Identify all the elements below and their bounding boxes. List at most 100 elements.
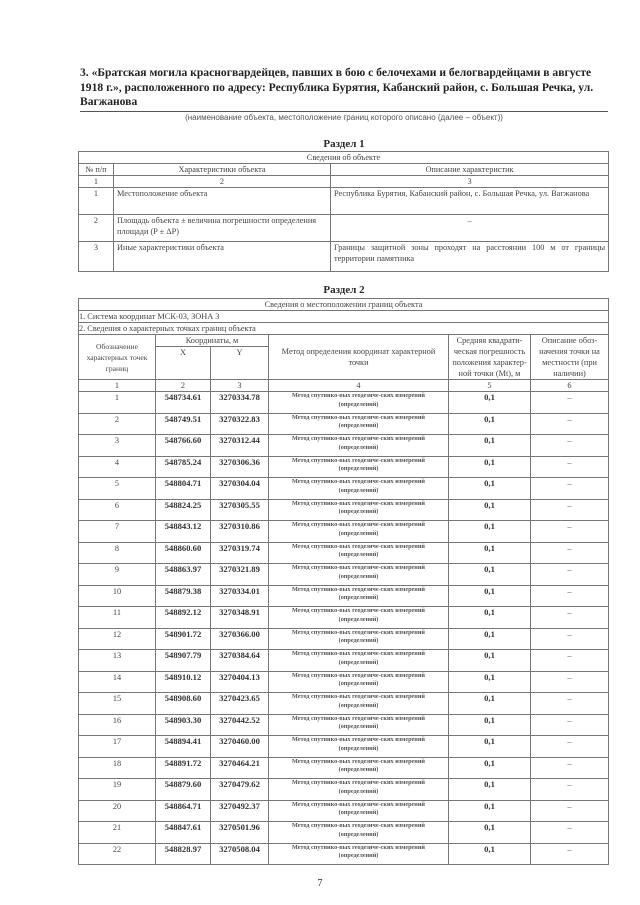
y-coordinate: 3270442.52 [210, 713, 269, 736]
x-coordinate: 548766.60 [155, 434, 211, 457]
col-number: 5 [448, 379, 531, 392]
method: Метод спутнико-вых геодезиче-ских измере… [268, 778, 449, 801]
point-number: 18 [78, 756, 156, 779]
header-cell: № п/п [78, 163, 114, 176]
point-number: 14 [78, 670, 156, 693]
error-value: 0,1 [448, 842, 531, 865]
point-description: – [530, 670, 609, 693]
point-description: – [530, 563, 609, 586]
table-row: 12 548901.72 3270366.00 Метод спутнико-вых … [78, 627, 609, 650]
y-coordinate: 3270492.37 [210, 799, 269, 822]
boundary-points-table: Сведения о местоположении границ объекта… [78, 298, 609, 865]
point-number: 16 [78, 713, 156, 736]
point-number: 4 [78, 455, 156, 478]
method: Метод спутнико-вых геодезиче-ских измере… [268, 477, 449, 500]
method: Метод спутнико-вых геодезиче-ских измере… [268, 670, 449, 693]
y-coordinate: 3270312.44 [210, 434, 269, 457]
point-number: 12 [78, 627, 156, 650]
method: Метод спутнико-вых геодезиче-ских измере… [268, 627, 449, 650]
header-cell: X [155, 346, 211, 380]
x-coordinate: 548860.60 [155, 541, 211, 564]
table-row: 11 548892.12 3270348.91 Метод спутнико-вых … [78, 606, 609, 629]
x-coordinate: 548903.30 [155, 713, 211, 736]
characteristic-desc: Границы защитной зоны проходят на рассто… [329, 241, 610, 272]
x-coordinate: 548847.61 [155, 821, 211, 844]
header-cell: Описание характеристик [329, 163, 610, 176]
table-row: 21 548847.61 3270501.96 Метод спутнико-вых … [78, 821, 609, 844]
error-value: 0,1 [448, 799, 531, 822]
method: Метод спутнико-вых геодезиче-ских измере… [268, 692, 449, 715]
point-number: 3 [78, 434, 156, 457]
y-coordinate: 3270334.01 [210, 584, 269, 607]
x-coordinate: 548892.12 [155, 606, 211, 629]
y-coordinate: 3270305.55 [210, 498, 269, 521]
table-row: 3 548766.60 3270312.44 Метод спутнико-вых г… [78, 434, 609, 457]
method: Метод спутнико-вых геодезиче-ских измере… [268, 799, 449, 822]
method: Метод спутнико-вых геодезиче-ских измере… [268, 412, 449, 435]
point-description: – [530, 520, 609, 543]
error-value: 0,1 [448, 735, 531, 758]
characteristic-name: Площадь объекта ± величина погрешности о… [113, 214, 331, 242]
table-title: Сведения об объекте [77, 151, 610, 164]
method: Метод спутнико-вых геодезиче-ских измере… [268, 541, 449, 564]
col-number: 4 [268, 379, 449, 392]
table-row: 13 548907.79 3270384.64 Метод спутнико-вых … [78, 649, 609, 672]
table-row: 18 548891.72 3270464.21 Метод спутнико-вых … [78, 756, 609, 779]
method: Метод спутнико-вых геодезиче-ских измере… [268, 756, 449, 779]
y-coordinate: 3270464.21 [210, 756, 269, 779]
error-value: 0,1 [448, 778, 531, 801]
point-description: – [530, 541, 609, 564]
col-number: 6 [530, 379, 609, 392]
x-coordinate: 548879.38 [155, 584, 211, 607]
point-description: – [530, 821, 609, 844]
x-coordinate: 548901.72 [155, 627, 211, 650]
table-row: 15 548908.60 3270423.65 Метод спутнико-вых … [78, 692, 609, 715]
y-coordinate: 3270479.62 [210, 778, 269, 801]
point-number: 2 [78, 412, 156, 435]
point-number: 6 [78, 498, 156, 521]
y-coordinate: 3270306.36 [210, 455, 269, 478]
method: Метод спутнико-вых геодезиче-ских измере… [268, 434, 449, 457]
table-row: 8 548860.60 3270319.74 Метод спутнико-вых г… [78, 541, 609, 564]
error-value: 0,1 [448, 821, 531, 844]
point-number: 1 [78, 391, 156, 414]
point-description: – [530, 778, 609, 801]
y-coordinate: 3270319.74 [210, 541, 269, 564]
error-value: 0,1 [448, 606, 531, 629]
row-number: 2 [78, 214, 114, 242]
method: Метод спутнико-вых геодезиче-ских измере… [268, 520, 449, 543]
error-value: 0,1 [448, 756, 531, 779]
header-cell: Средняя квадрати-ческая погрешность поло… [448, 334, 531, 380]
error-value: 0,1 [448, 520, 531, 543]
point-description: – [530, 498, 609, 521]
error-value: 0,1 [448, 692, 531, 715]
error-value: 0,1 [448, 477, 531, 500]
method: Метод спутнико-вых геодезиче-ских измере… [268, 821, 449, 844]
header-cell: Y [210, 346, 269, 380]
characteristic-desc: Республика Бурятия, Кабанский район, с. … [329, 187, 610, 215]
point-description: – [530, 412, 609, 435]
error-value: 0,1 [448, 584, 531, 607]
point-number: 15 [78, 692, 156, 715]
x-coordinate: 548824.25 [155, 498, 211, 521]
x-coordinate: 548879.60 [155, 778, 211, 801]
table-row: 14 548910.12 3270404.13 Метод спутнико-вых … [78, 670, 609, 693]
table-row: 10 548879.38 3270334.01 Метод спутнико-вых … [78, 584, 609, 607]
table-row: 20 548864.71 3270492.37 Метод спутнико-вых … [78, 799, 609, 822]
col-number: 2 [113, 175, 331, 188]
error-value: 0,1 [448, 434, 531, 457]
point-number: 10 [78, 584, 156, 607]
object-info-table: Сведения об объекте № п/п Характеристики … [77, 151, 610, 272]
col-number: 3 [210, 379, 269, 392]
section2-heading: Раздел 2 [323, 284, 365, 296]
point-number: 20 [78, 799, 156, 822]
row-number: 3 [78, 241, 114, 272]
point-description: – [530, 606, 609, 629]
y-coordinate: 3270508.04 [210, 842, 269, 865]
x-coordinate: 548864.71 [155, 799, 211, 822]
y-coordinate: 3270460.00 [210, 735, 269, 758]
point-description: – [530, 842, 609, 865]
y-coordinate: 3270501.96 [210, 821, 269, 844]
point-description: – [530, 434, 609, 457]
point-description: – [530, 649, 609, 672]
